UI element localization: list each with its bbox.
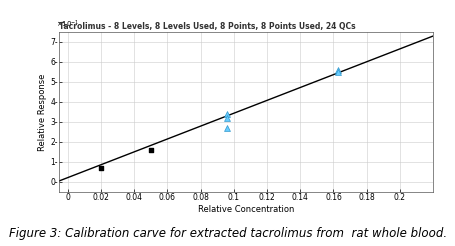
Text: Tacrolimus - 8 Levels, 8 Levels Used, 8 Points, 8 Points Used, 24 QCs: Tacrolimus - 8 Levels, 8 Levels Used, 8 … [59, 22, 355, 31]
Point [223, 116, 230, 120]
Point [97, 166, 104, 170]
Point [334, 68, 341, 72]
Point [147, 148, 154, 152]
Text: Figure 3: Calibration carve for extracted tacrolimus from  rat whole blood.: Figure 3: Calibration carve for extracte… [9, 227, 446, 240]
X-axis label: Relative Concentration: Relative Concentration [197, 205, 294, 214]
Point [334, 70, 341, 74]
Point [223, 112, 230, 116]
Point [223, 126, 230, 130]
Y-axis label: Relative Response: Relative Response [38, 73, 47, 151]
Text: $\times$10$^{-1}$: $\times$10$^{-1}$ [56, 19, 79, 30]
